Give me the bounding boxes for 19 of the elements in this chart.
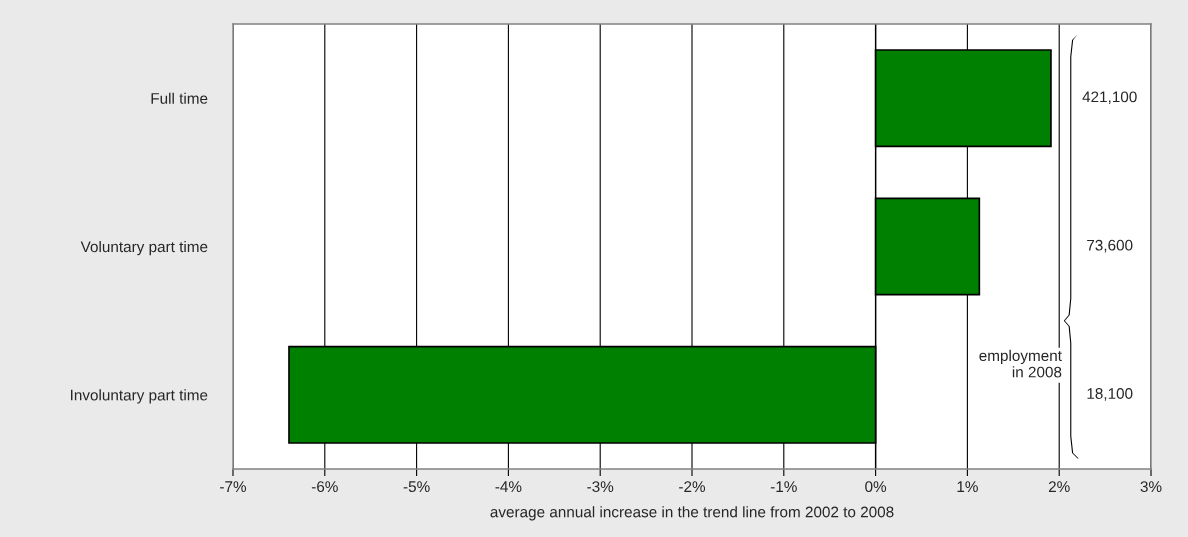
x-tick-label: -7% — [220, 481, 247, 492]
y-tick-label: Voluntary part time — [80, 240, 208, 256]
x-tick-label: 3% — [1140, 481, 1162, 493]
x-tick-label: -1% — [770, 481, 797, 492]
x-axis-title: average annual increase in the trend line from 2002 to 2008 — [490, 506, 894, 521]
annotation: 73,600 — [1087, 239, 1133, 253]
x-tick-label: -2% — [679, 481, 706, 492]
x-tick-label: -3% — [587, 481, 614, 493]
x-tick-label: 1% — [957, 481, 978, 492]
y-tick-label: Involuntary part time — [71, 389, 208, 404]
x-tick-label: 0% — [865, 481, 887, 493]
x-tick-label: -5% — [403, 481, 430, 493]
x-tick-label: -4% — [495, 481, 522, 492]
x-tick-label: 2% — [1048, 481, 1070, 492]
annotation: 18,100 — [1087, 388, 1133, 401]
x-tick-label: -6% — [311, 481, 338, 493]
annotation: employment in 2008 — [979, 349, 1062, 378]
annotation: 421,100 — [1082, 91, 1137, 105]
y-tick-label: Full time — [151, 92, 208, 104]
